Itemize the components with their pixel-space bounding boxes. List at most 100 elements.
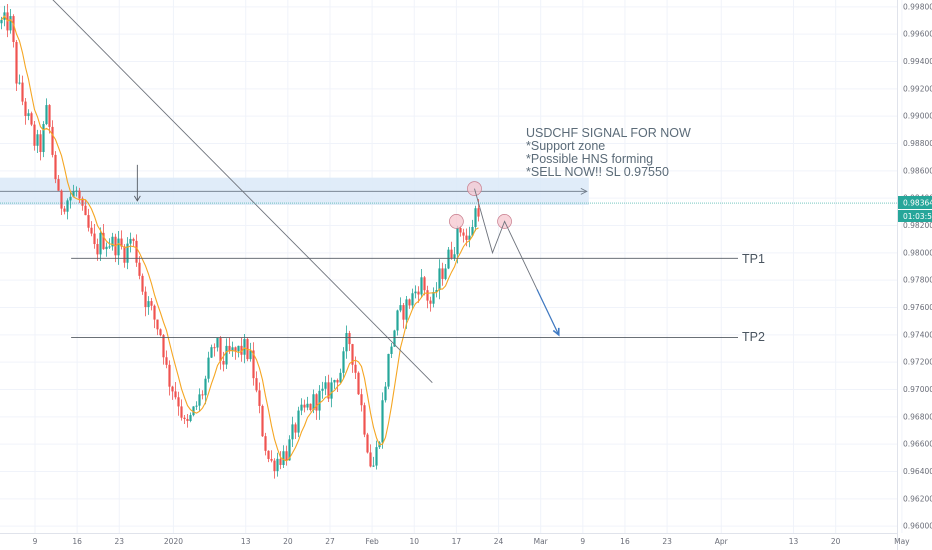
candle-body [234,347,237,352]
candle-body [30,113,33,125]
candle [51,120,54,158]
candle [276,452,279,477]
candle-body [264,436,267,451]
candle [363,402,366,438]
y-tick-label: 0.96800 [903,412,932,421]
candle-body [198,394,201,406]
candle [360,388,363,412]
candle-body [324,382,327,389]
candle [417,286,420,303]
candle [69,191,72,209]
candle [186,413,189,428]
x-tick-label: 9 [580,537,585,546]
candle [84,199,87,216]
y-tick-label: 0.96000 [903,522,932,531]
candle-body [138,262,141,276]
y-tick-label: 0.99000 [903,112,932,121]
projection-path[interactable] [474,188,560,335]
price-axis[interactable]: 0.99800 0.99600 0.99400 0.99200 0.99000 0.988… [897,0,932,550]
tp2-label: TP2 [742,330,765,344]
candle [57,175,60,191]
y-tick-label: 0.97800 [903,276,932,285]
candle [303,399,306,413]
candle-body [396,310,399,331]
candle-body [153,305,156,320]
candle-body [354,364,357,373]
candle [279,451,282,470]
candle [291,416,294,447]
candle-body [222,361,225,365]
y-tick-label: 0.99200 [903,84,932,93]
countdown-value: 01:03:50 [903,212,932,221]
candle-body [252,350,255,379]
candle-body [78,190,81,199]
candle [93,224,96,249]
candle [36,129,39,153]
candle [180,399,183,421]
x-tick-label: 23 [662,537,672,546]
projection-arrow-tip [536,289,560,336]
candle-body [477,208,480,217]
candle [345,325,348,359]
candle [54,151,57,184]
candle [231,341,234,357]
time-axis[interactable]: 9 16 23 2020 13 20 27 Feb 10 17 24 Mar 9 16 23 Apr 13 20 M… [0,533,910,547]
trendline[interactable] [0,0,433,383]
candle-body [39,134,42,153]
candle [99,227,102,262]
candle [12,14,15,48]
candle [198,388,201,412]
candle-body [51,126,54,155]
candle-body [177,397,180,407]
candle [432,287,435,308]
candle [27,109,30,121]
candle-body [393,330,396,347]
candle-body [468,235,471,240]
candle [321,381,324,399]
candle-body [66,200,69,212]
candle [18,74,21,85]
candle-body [243,339,246,355]
candle-body [93,233,96,245]
candle [306,396,309,411]
candle-body [309,403,312,411]
candle-body [123,246,126,263]
candle-body [405,299,408,320]
candle [429,296,432,312]
candle-body [0,19,3,24]
candle [309,403,312,412]
candle-body [441,268,444,279]
candle [213,343,216,357]
candle-body [99,232,102,255]
candle [267,450,270,463]
candle-body [390,346,393,354]
candle [237,345,240,358]
candle-body [372,465,375,467]
candle-body [423,277,426,291]
x-tick-label: Apr [715,537,729,546]
candle [132,237,135,247]
candle-body [375,447,378,466]
candle [261,404,264,437]
candle-body [369,452,372,467]
candle-body [63,208,66,212]
candle-body [132,238,135,241]
candle-body [201,394,204,396]
candles [0,3,480,479]
candle [216,337,219,352]
signal-title: USDCHF SIGNAL FOR NOW [526,126,691,140]
candle-body [90,227,93,234]
candle-body [135,240,138,263]
candle-body [231,347,234,351]
y-tick-label: 0.99400 [903,57,932,66]
candle-body [189,415,192,421]
candle-body [411,293,414,306]
candle-body [348,333,351,345]
candle [450,241,453,260]
y-tick-label: 0.98000 [903,248,932,257]
candle-body [42,124,45,153]
candle-body [447,249,450,269]
candle [264,432,267,456]
